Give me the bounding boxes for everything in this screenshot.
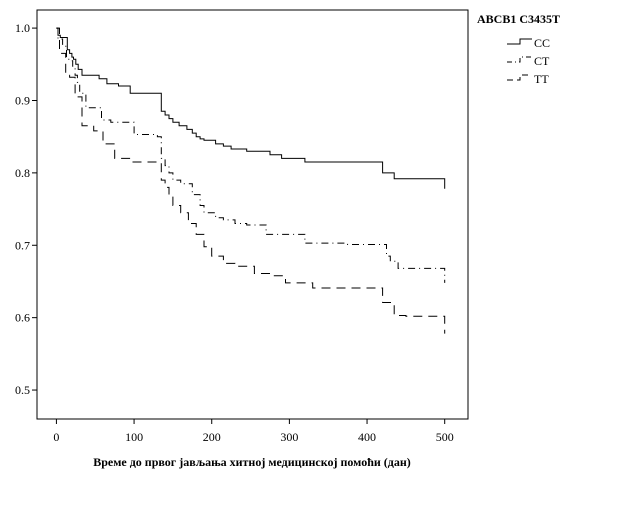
x-tick-label: 300 — [280, 430, 298, 444]
series-tt-line — [56, 27, 446, 334]
legend-label-cc: CC — [534, 36, 550, 50]
legend-swatch-cc — [507, 38, 532, 45]
series-layer — [56, 27, 446, 334]
legend-swatch-ct — [507, 56, 532, 63]
x-tick-label: 400 — [358, 430, 376, 444]
x-tick-label: 0 — [53, 430, 59, 444]
x-tick-label: 500 — [436, 430, 454, 444]
legend: ABCB1 C3435T CC CT TT — [477, 12, 560, 86]
y-tick-label: 0.8 — [15, 166, 30, 180]
x-axis-label: Време до првог јављања хитној медицинско… — [93, 455, 411, 469]
x-tick-label: 200 — [203, 430, 221, 444]
series-cc-line — [56, 27, 446, 189]
legend-label-ct: CT — [534, 54, 550, 68]
y-axis: 0.5 0.6 0.7 0.8 0.9 1.0 — [15, 21, 37, 397]
legend-label-tt: TT — [534, 72, 549, 86]
x-axis: 0 100 200 300 400 500 — [53, 419, 454, 444]
x-tick-label: 100 — [125, 430, 143, 444]
y-tick-label: 0.5 — [15, 383, 30, 397]
legend-title: ABCB1 C3435T — [477, 12, 560, 26]
y-tick-label: 1.0 — [15, 21, 30, 35]
plot-area — [36, 9, 469, 420]
legend-swatch-tt — [507, 74, 532, 81]
y-tick-label: 0.9 — [15, 93, 30, 107]
y-tick-label: 0.7 — [15, 238, 30, 252]
y-tick-label: 0.6 — [15, 311, 30, 325]
